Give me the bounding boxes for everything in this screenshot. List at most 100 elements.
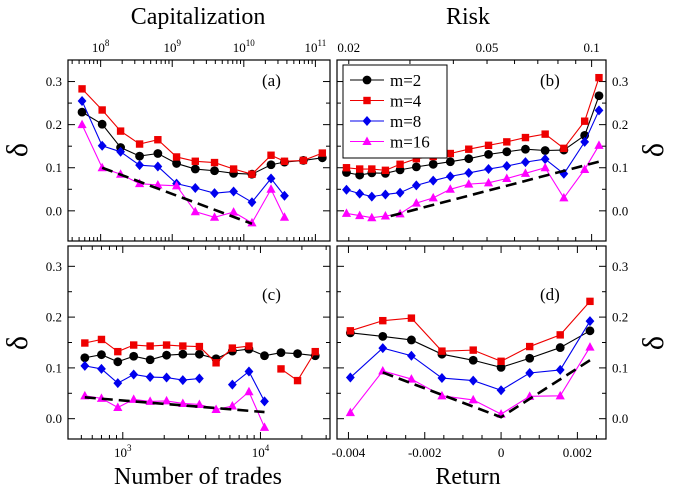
data-point-m2 [378,332,388,341]
series-m16 [80,386,270,431]
data-point-m4 [78,85,86,93]
data-point-m4 [438,347,446,355]
ylabel-left-bottom: δ [1,336,34,350]
data-point-m16 [406,374,417,383]
data-point-m2 [293,349,302,359]
y-tick-label: 0.2 [612,117,628,132]
legend-label: m=4 [390,92,422,111]
series-line-m16 [346,145,600,219]
legend-item-m16: m=16 [350,133,430,152]
data-point-m16 [483,177,494,187]
data-point-m4 [497,357,505,365]
data-point-m8 [129,369,139,380]
x-tick-label: 0.1 [583,40,599,55]
data-point-m8 [247,197,257,208]
fit-line [390,160,600,218]
y-tick-label: 0.2 [46,310,62,325]
data-point-m4 [580,117,589,125]
data-point-m4 [228,344,237,352]
data-point-m16 [445,184,455,193]
data-point-m8 [116,146,125,157]
series-m8 [345,316,595,396]
data-point-m8 [342,184,351,195]
data-point-m8 [113,378,123,389]
legend-item-m8: m=8 [350,112,421,131]
data-point-m2 [260,351,269,361]
data-point-m16 [77,119,87,129]
data-point-m8 [153,161,163,172]
panel-label: (c) [262,285,281,304]
data-point-m8 [229,186,238,197]
data-point-m4 [586,297,594,306]
data-point-m4 [135,140,144,148]
series-line-m8 [346,110,600,198]
y-tick-label: 0.1 [46,160,62,175]
data-point-m4 [595,73,603,82]
data-point-m4 [98,106,106,114]
series-m8 [342,105,604,202]
data-point-m16 [437,390,447,400]
data-point-m4 [191,157,199,165]
data-point-m8 [345,372,355,383]
data-point-m4 [525,342,534,351]
data-point-m2 [178,349,188,359]
series-m8 [77,95,289,208]
data-point-m16 [209,212,220,221]
title-risk: Risk [446,4,490,30]
data-point-m16 [145,396,155,405]
data-point-m8 [468,375,478,386]
data-point-m4 [465,145,473,153]
data-point-m4 [277,365,285,373]
data-point-m8 [367,191,377,202]
data-point-m8 [97,363,106,374]
y-tick-label: 0.1 [612,360,628,375]
panel-frame [336,245,607,440]
data-point-m2 [80,353,90,363]
data-point-m8 [525,367,535,378]
legend-marker [362,116,372,126]
data-point-m8 [484,164,493,175]
data-point-m8 [496,385,506,396]
data-point-m16 [228,207,239,216]
data-point-m4 [146,342,154,350]
data-point-m16 [355,210,365,220]
data-point-m2 [428,159,438,169]
legend-item-m4: m=4 [350,92,422,111]
data-point-m2 [555,343,565,352]
data-point-m8 [210,188,219,199]
data-point-m4 [484,141,493,150]
data-point-m2 [97,119,107,129]
data-point-m8 [355,188,365,199]
data-point-m4 [407,314,416,322]
data-point-m8 [594,105,604,116]
x-tick-label: -0.002 [408,445,442,460]
data-point-m16 [367,212,377,222]
legend-label: m=2 [390,71,421,90]
data-point-m16 [464,179,474,188]
data-point-m2 [355,170,365,180]
data-point-m4 [469,346,477,354]
data-point-m4 [521,133,530,142]
data-point-m4 [280,157,289,165]
data-point-m8 [395,187,405,198]
data-point-m16 [227,400,237,410]
x-tick-label: 103 [114,443,132,460]
y-tick-label: 0.0 [46,203,62,218]
series-m4 [78,85,327,178]
data-point-m4 [154,136,162,144]
data-point-m2 [411,162,421,172]
data-point-m2 [540,146,550,155]
data-point-m8 [135,160,144,171]
data-point-m2 [129,351,139,361]
data-point-m16 [113,402,123,412]
y-tick-label: 0.3 [612,259,628,274]
data-point-m8 [244,366,254,377]
data-point-m2 [521,144,530,154]
data-point-m2 [153,149,163,158]
data-point-m8 [378,343,388,354]
data-point-m2 [496,362,506,372]
panel-label: (a) [262,71,281,90]
data-point-m4 [97,335,106,344]
title-capitalization: Capitalization [131,4,266,30]
data-point-m4 [412,154,421,163]
